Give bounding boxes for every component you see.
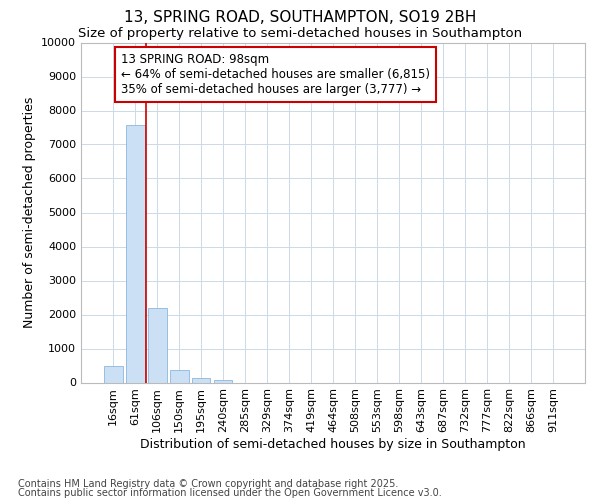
Text: Contains public sector information licensed under the Open Government Licence v3: Contains public sector information licen… bbox=[18, 488, 442, 498]
X-axis label: Distribution of semi-detached houses by size in Southampton: Distribution of semi-detached houses by … bbox=[140, 438, 526, 451]
Bar bbox=[192, 378, 211, 382]
Text: Contains HM Land Registry data © Crown copyright and database right 2025.: Contains HM Land Registry data © Crown c… bbox=[18, 479, 398, 489]
Bar bbox=[104, 366, 122, 382]
Bar bbox=[126, 125, 145, 382]
Bar bbox=[214, 380, 232, 382]
Text: 13, SPRING ROAD, SOUTHAMPTON, SO19 2BH: 13, SPRING ROAD, SOUTHAMPTON, SO19 2BH bbox=[124, 10, 476, 25]
Bar bbox=[170, 370, 188, 382]
Y-axis label: Number of semi-detached properties: Number of semi-detached properties bbox=[23, 97, 35, 328]
Text: 13 SPRING ROAD: 98sqm
← 64% of semi-detached houses are smaller (6,815)
35% of s: 13 SPRING ROAD: 98sqm ← 64% of semi-deta… bbox=[121, 52, 430, 96]
Text: Size of property relative to semi-detached houses in Southampton: Size of property relative to semi-detach… bbox=[78, 28, 522, 40]
Bar bbox=[148, 308, 167, 382]
